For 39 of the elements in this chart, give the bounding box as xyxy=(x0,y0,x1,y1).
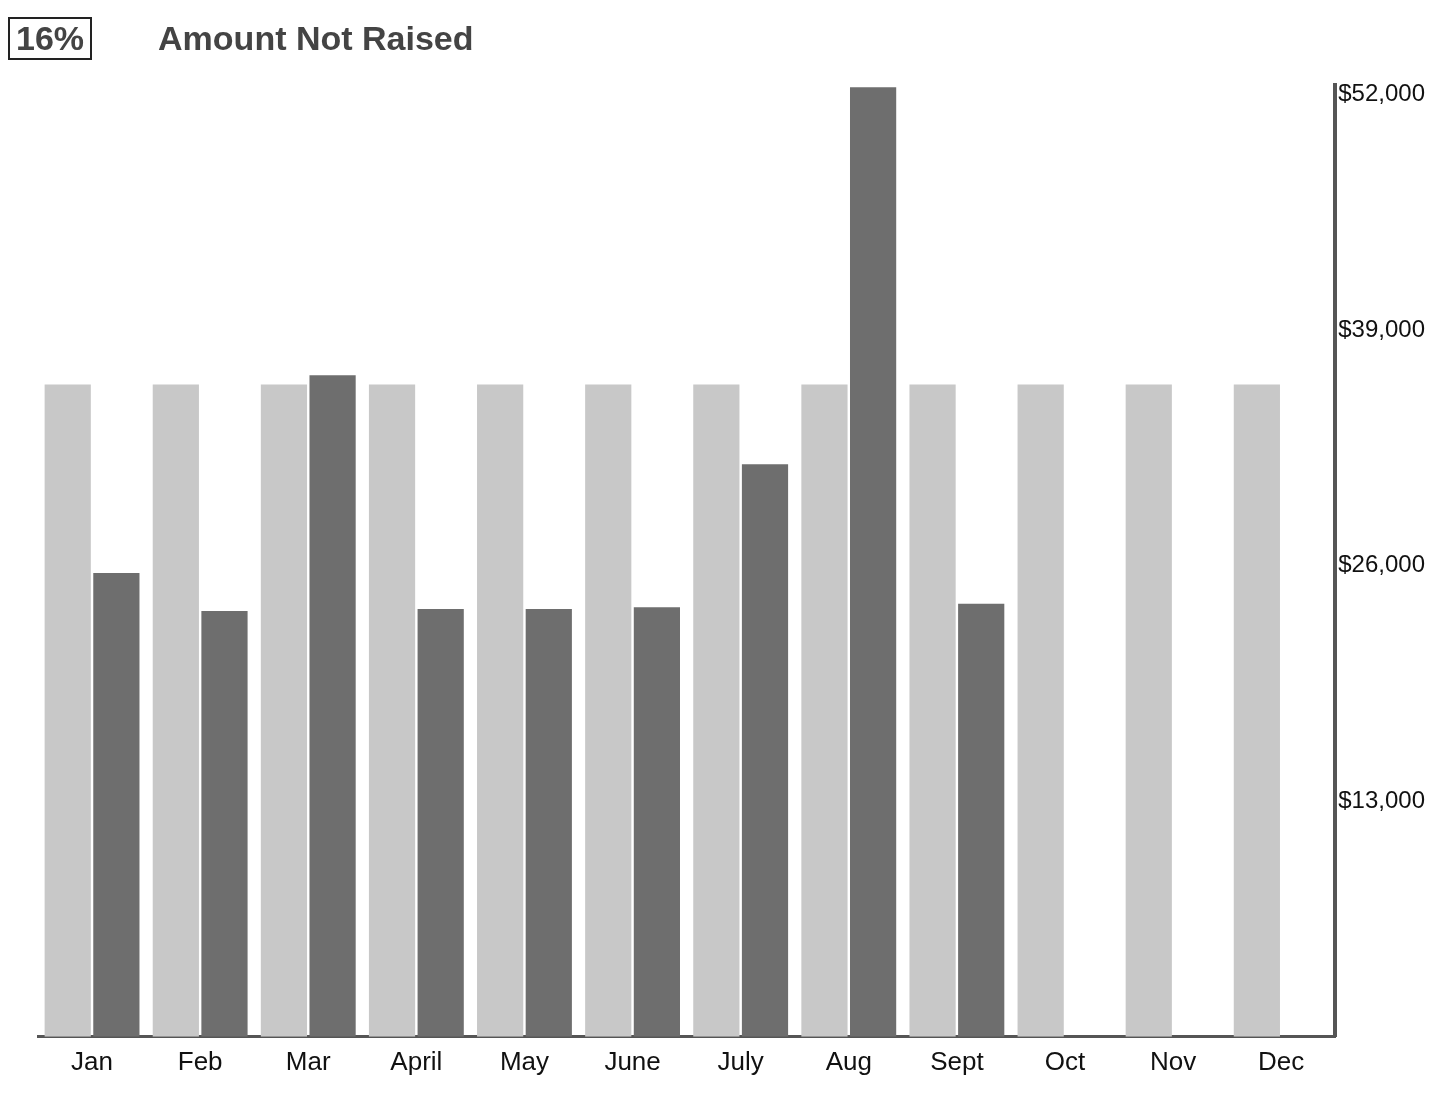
bar xyxy=(1125,384,1172,1037)
x-tick-label: Mar xyxy=(285,1045,331,1076)
bar xyxy=(741,464,789,1037)
x-tick-label: Oct xyxy=(1044,1045,1086,1076)
bar xyxy=(525,609,572,1037)
y-tick-label: $52,000 xyxy=(1338,79,1426,107)
bar xyxy=(958,603,1005,1037)
x-tick-label: April xyxy=(390,1045,443,1076)
x-tick-label: Dec xyxy=(1258,1045,1305,1076)
bar xyxy=(801,384,848,1037)
x-tick-label: May xyxy=(499,1045,550,1076)
text: 16% xyxy=(8,16,93,60)
x-tick-label: Aug xyxy=(825,1045,872,1076)
x-tick-label: July xyxy=(717,1045,764,1076)
bar xyxy=(152,384,199,1037)
bar xyxy=(309,375,356,1037)
bar xyxy=(633,607,680,1037)
bar xyxy=(260,384,308,1037)
x-tick-label: Feb xyxy=(177,1045,223,1076)
x-tick-label: Sept xyxy=(930,1045,985,1076)
y-tick-label: $39,000 xyxy=(1338,314,1426,342)
x-tick-label: Nov xyxy=(1149,1045,1197,1076)
bar xyxy=(1233,384,1280,1037)
bar xyxy=(693,384,740,1037)
bar xyxy=(850,87,897,1037)
bar xyxy=(44,384,91,1037)
y-tick-label: $13,000 xyxy=(1338,785,1426,813)
bar xyxy=(585,384,632,1037)
text: Amount Not Raised xyxy=(157,18,475,58)
x-tick-label: June xyxy=(604,1045,661,1076)
bar xyxy=(909,384,956,1037)
bar xyxy=(477,384,524,1037)
bar xyxy=(417,609,464,1037)
bar xyxy=(201,610,248,1037)
bar xyxy=(368,384,416,1037)
x-tick-label: Jan xyxy=(71,1045,114,1076)
y-tick-label: $26,000 xyxy=(1338,550,1426,578)
bar xyxy=(1017,384,1064,1037)
bar xyxy=(93,572,140,1037)
